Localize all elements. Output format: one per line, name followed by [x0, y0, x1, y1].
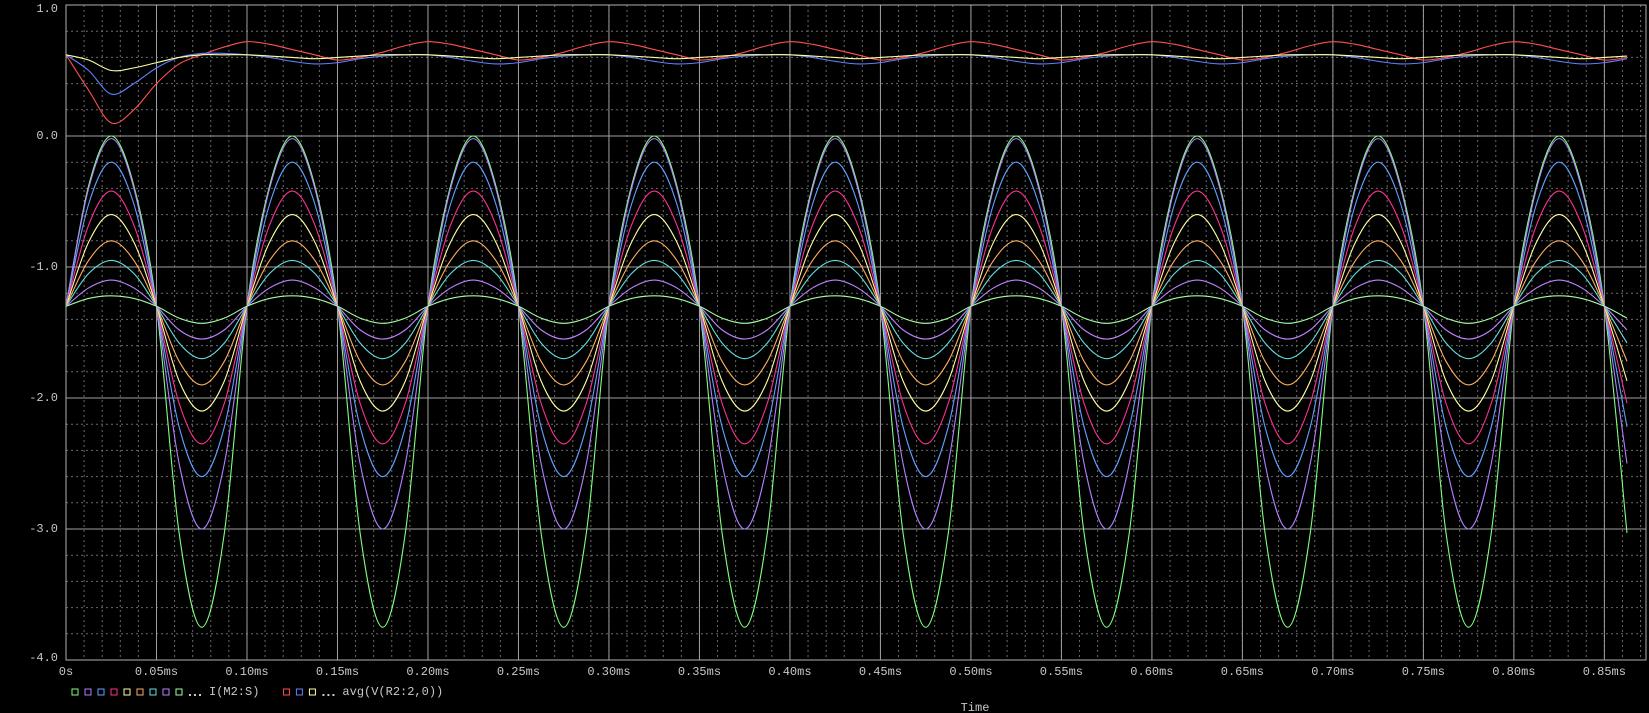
series-line: [66, 214, 1628, 412]
legend-marker: [162, 688, 170, 696]
series-line: [66, 138, 1628, 530]
legend-ellipsis: [332, 694, 335, 696]
series-line: [66, 295, 1628, 324]
legend-marker: [295, 688, 303, 696]
x-tick-label: 0.05ms: [135, 665, 178, 679]
series-line: [66, 190, 1628, 445]
y-tick-label: 1.0: [36, 2, 58, 16]
series-line: [66, 52, 1628, 95]
x-tick-label: 0.60ms: [1130, 665, 1173, 679]
x-tick-label: 0.80ms: [1492, 665, 1535, 679]
legend-marker: [282, 688, 290, 696]
axis-labels: 0s 0.05ms 0.10ms 0.15ms 0.20ms 0.25ms 0.30ms 0.…: [29, 2, 1626, 699]
legend-marker: [97, 688, 105, 696]
plot-frame: [65, 4, 1647, 661]
legend-ellipsis: [189, 694, 191, 696]
y-tick-label: -4.0: [29, 651, 58, 665]
legend-ellipsis: [322, 694, 325, 696]
grid: [65, 4, 1647, 661]
legend-marker: [136, 688, 144, 696]
legend-marker: [84, 688, 92, 696]
legend-marker: [71, 688, 79, 696]
plot-area: [66, 41, 1628, 628]
x-tick-label: 0.20ms: [406, 665, 449, 679]
series-line: [66, 54, 1628, 72]
y-tick-label: 0.0: [36, 129, 58, 143]
x-tick-label: 0.70ms: [1311, 665, 1354, 679]
x-tick-label: 0.65ms: [1221, 665, 1264, 679]
legend-ellipsis: [199, 694, 201, 696]
x-tick-label: 0.10ms: [225, 665, 268, 679]
series-line: [66, 259, 1628, 360]
series-line: [66, 161, 1628, 478]
x-tick-label: 0.25ms: [497, 665, 540, 679]
x-tick-label: 0.45ms: [859, 665, 902, 679]
y-tick-label: -1.0: [29, 260, 58, 274]
legend-label: I(M2:S): [209, 685, 259, 699]
x-tick-label: 0.50ms: [949, 665, 992, 679]
series-line: [66, 240, 1628, 386]
y-tick-label: -2.0: [29, 391, 58, 405]
legend-ellipsis: [327, 694, 330, 696]
x-tick-label: 0.75ms: [1402, 665, 1445, 679]
legend-marker: [308, 688, 316, 696]
x-tick-label: 0.55ms: [1040, 665, 1083, 679]
legend-ellipsis: [194, 694, 196, 696]
x-tick-label: 0.40ms: [768, 665, 811, 679]
legend-label: avg(V(R2:2,0)): [342, 685, 443, 699]
legend-marker: [175, 688, 183, 696]
x-tick-label: 0s: [59, 665, 73, 679]
x-tick-label: 0.30ms: [587, 665, 630, 679]
legend-marker: [110, 688, 118, 696]
legend-marker: [149, 688, 157, 696]
y-tick-label: -3.0: [29, 522, 58, 536]
x-tick-label: 0.85ms: [1583, 665, 1626, 679]
legend-marker: [123, 688, 131, 696]
series-line: [66, 279, 1628, 340]
x-axis-title: Time: [961, 701, 990, 713]
x-tick-label: 0.15ms: [316, 665, 359, 679]
x-tick-label: 0.35ms: [678, 665, 721, 679]
